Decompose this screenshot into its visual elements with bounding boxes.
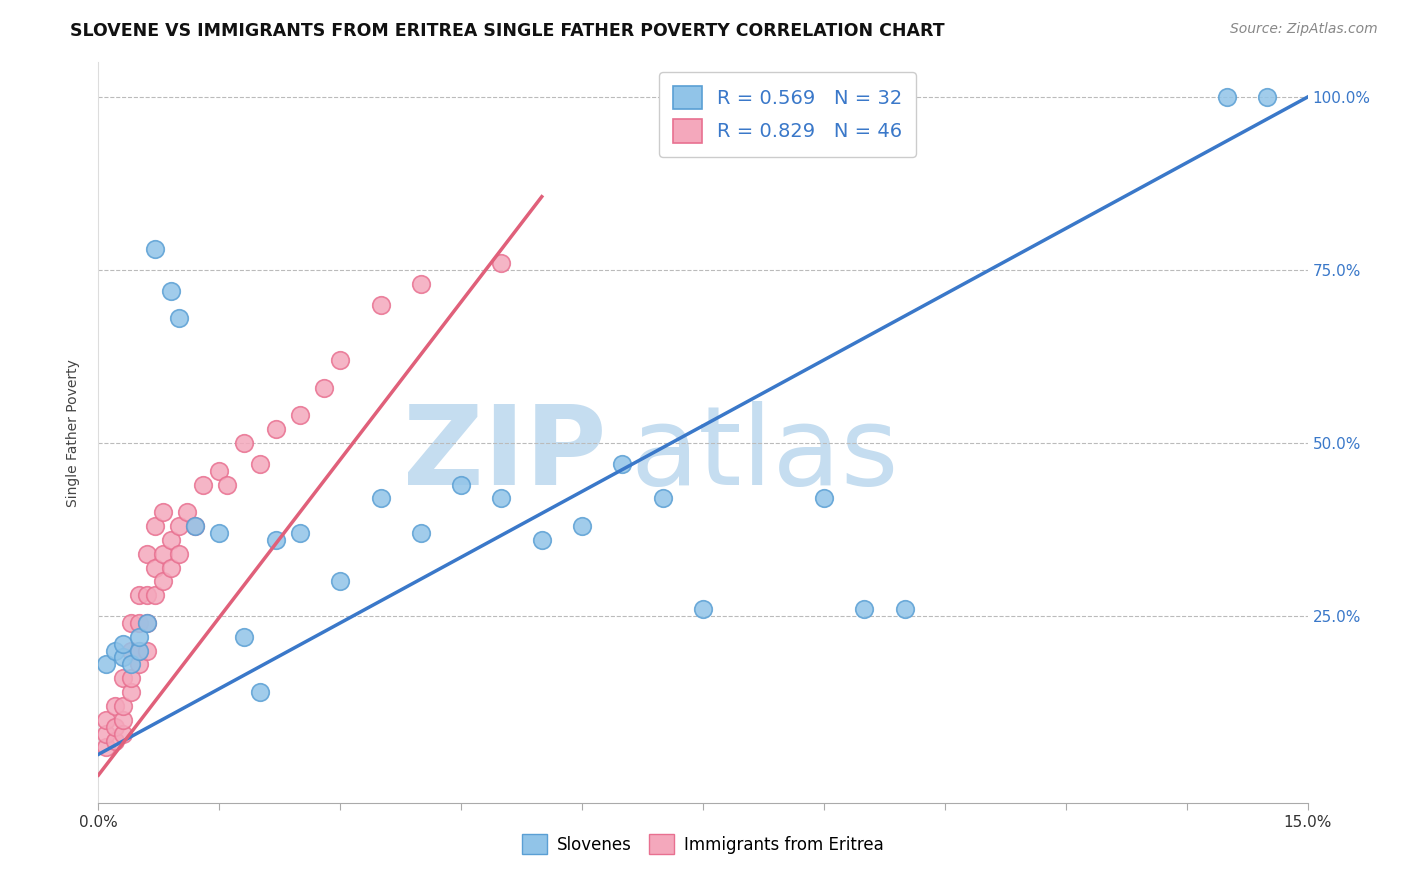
Point bbox=[232, 630, 254, 644]
Point bbox=[103, 720, 125, 734]
Point bbox=[530, 533, 553, 547]
Point bbox=[152, 505, 174, 519]
Point bbox=[120, 643, 142, 657]
Point bbox=[370, 491, 392, 506]
Text: Source: ZipAtlas.com: Source: ZipAtlas.com bbox=[1230, 22, 1378, 37]
Point bbox=[120, 657, 142, 672]
Point bbox=[651, 491, 673, 506]
Point bbox=[135, 588, 157, 602]
Point bbox=[128, 643, 150, 657]
Point bbox=[853, 602, 876, 616]
Point bbox=[111, 671, 134, 685]
Point bbox=[135, 547, 157, 561]
Point bbox=[128, 615, 150, 630]
Point bbox=[103, 643, 125, 657]
Point bbox=[152, 547, 174, 561]
Point bbox=[184, 519, 207, 533]
Text: atlas: atlas bbox=[630, 401, 898, 508]
Point bbox=[450, 477, 472, 491]
Point bbox=[329, 574, 352, 589]
Point bbox=[135, 615, 157, 630]
Y-axis label: Single Father Poverty: Single Father Poverty bbox=[66, 359, 80, 507]
Point bbox=[96, 726, 118, 740]
Point bbox=[167, 519, 190, 533]
Legend: Slovenes, Immigrants from Eritrea: Slovenes, Immigrants from Eritrea bbox=[516, 828, 890, 861]
Point bbox=[111, 637, 134, 651]
Point bbox=[111, 726, 134, 740]
Text: ZIP: ZIP bbox=[404, 401, 606, 508]
Point bbox=[491, 256, 513, 270]
Point bbox=[288, 409, 311, 423]
Point bbox=[208, 464, 231, 478]
Point bbox=[111, 650, 134, 665]
Point bbox=[249, 457, 271, 471]
Text: SLOVENE VS IMMIGRANTS FROM ERITREA SINGLE FATHER POVERTY CORRELATION CHART: SLOVENE VS IMMIGRANTS FROM ERITREA SINGL… bbox=[70, 22, 945, 40]
Point bbox=[96, 657, 118, 672]
Point bbox=[571, 519, 593, 533]
Point bbox=[135, 643, 157, 657]
Point bbox=[314, 381, 336, 395]
Point bbox=[249, 685, 271, 699]
Point bbox=[128, 643, 150, 657]
Point bbox=[176, 505, 198, 519]
Point bbox=[232, 436, 254, 450]
Point bbox=[893, 602, 915, 616]
Point bbox=[1216, 90, 1239, 104]
Point bbox=[103, 733, 125, 747]
Point bbox=[160, 560, 183, 574]
Point bbox=[160, 284, 183, 298]
Point bbox=[103, 698, 125, 713]
Point bbox=[264, 533, 287, 547]
Point bbox=[208, 525, 231, 540]
Point bbox=[692, 602, 714, 616]
Point bbox=[111, 713, 134, 727]
Point bbox=[167, 547, 190, 561]
Point bbox=[120, 685, 142, 699]
Point bbox=[96, 713, 118, 727]
Point bbox=[143, 560, 166, 574]
Point bbox=[111, 698, 134, 713]
Point bbox=[120, 615, 142, 630]
Point bbox=[152, 574, 174, 589]
Point bbox=[143, 588, 166, 602]
Point bbox=[409, 277, 432, 291]
Point bbox=[329, 353, 352, 368]
Point bbox=[167, 311, 190, 326]
Point bbox=[128, 657, 150, 672]
Point bbox=[409, 525, 432, 540]
Point bbox=[612, 457, 634, 471]
Point bbox=[193, 477, 215, 491]
Point bbox=[128, 588, 150, 602]
Point bbox=[135, 615, 157, 630]
Point bbox=[1256, 90, 1278, 104]
Point bbox=[491, 491, 513, 506]
Point bbox=[128, 630, 150, 644]
Point bbox=[370, 297, 392, 311]
Point bbox=[120, 671, 142, 685]
Point bbox=[813, 491, 835, 506]
Point bbox=[96, 740, 118, 755]
Point bbox=[288, 525, 311, 540]
Point bbox=[184, 519, 207, 533]
Point bbox=[160, 533, 183, 547]
Point bbox=[217, 477, 239, 491]
Point bbox=[264, 422, 287, 436]
Point bbox=[143, 242, 166, 256]
Point bbox=[143, 519, 166, 533]
